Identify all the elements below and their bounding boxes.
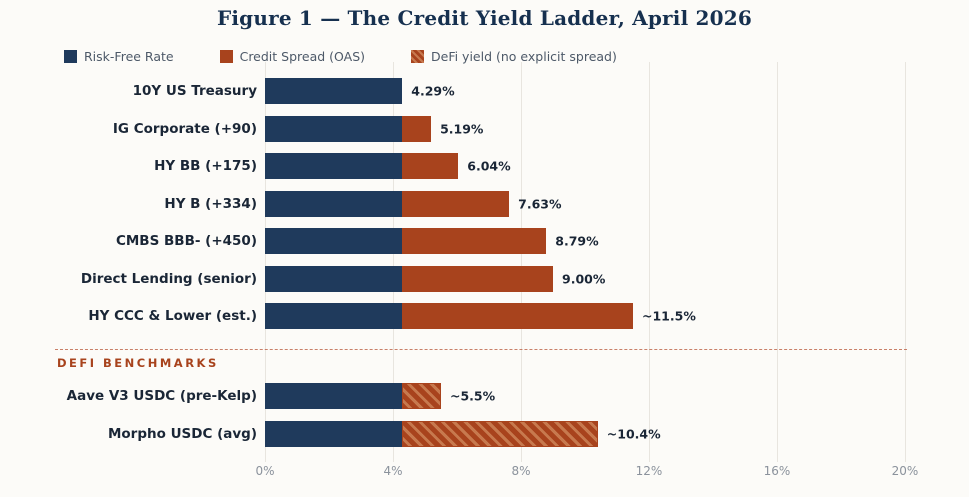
legend: Risk-Free Rate Credit Spread (OAS) DeFi yi…	[64, 49, 617, 64]
risk-free-segment	[265, 421, 403, 447]
gridline	[649, 62, 650, 462]
bar-value-label: 8.79%	[555, 233, 599, 249]
gridline	[777, 62, 778, 462]
bar-row: IG Corporate (+90) 5.19%	[113, 116, 905, 142]
defi-yield-segment	[402, 421, 598, 447]
bar-category-label: HY B (+334)	[164, 196, 257, 212]
bar-category-label: Direct Lending (senior)	[80, 271, 257, 287]
credit-spread-segment	[402, 153, 459, 179]
credit-spread-segment	[402, 303, 633, 329]
bar-value-label: ~11.5%	[642, 308, 696, 324]
bar-row: Morpho USDC (avg) ~10.4%	[108, 421, 905, 447]
risk-free-segment	[265, 78, 403, 104]
legend-item: DeFi yield (no explicit spread)	[411, 49, 617, 64]
bar-value-label: 9.00%	[562, 271, 606, 287]
legend-item: Credit Spread (OAS)	[219, 49, 366, 64]
bar-row: Direct Lending (senior) 9.00%	[81, 266, 905, 292]
risk-free-segment	[265, 191, 403, 217]
credit-spread-segment	[402, 191, 510, 217]
credit-spread-segment	[402, 116, 432, 142]
bar-category-label: IG Corporate (+90)	[112, 121, 257, 137]
gridline	[905, 62, 906, 462]
risk-free-segment	[265, 303, 403, 329]
x-tick-label: 20%	[891, 464, 919, 478]
bar-value-label: ~5.5%	[450, 388, 496, 404]
bar-row: HY B (+334) 7.63%	[164, 191, 905, 217]
chart-title: Figure 1 — The Credit Yield Ladder, Apri…	[216, 6, 753, 30]
bar-category-label: CMBS BBB- (+450)	[115, 233, 257, 249]
bar-category-label: Aave V3 USDC (pre-Kelp)	[66, 388, 257, 404]
bar-row: 10Y US Treasury 4.29%	[133, 78, 905, 104]
bar-row: HY CCC & Lower (est.) ~11.5%	[88, 303, 905, 329]
bar-row: Aave V3 USDC (pre-Kelp) ~5.5%	[67, 383, 905, 409]
risk-free-segment	[265, 153, 403, 179]
navy-solid-swatch-icon	[64, 50, 77, 63]
defi-yield-segment	[402, 383, 441, 409]
gridline	[265, 62, 266, 462]
bar-value-label: ~10.4%	[606, 426, 661, 442]
risk-free-segment	[265, 228, 403, 254]
bar-row: HY BB (+175) 6.04%	[154, 153, 905, 179]
x-tick-label: 16%	[763, 464, 791, 478]
bar-value-label: 7.63%	[518, 196, 562, 212]
credit-spread-segment	[402, 266, 553, 292]
bar-value-label: 4.29%	[411, 83, 455, 99]
x-tick-label: 4%	[383, 464, 403, 478]
risk-free-segment	[265, 266, 403, 292]
x-tick-label: 12%	[635, 464, 663, 478]
legend-label: Credit Spread (OAS)	[239, 49, 366, 64]
rust-hatched-swatch-icon	[411, 50, 425, 63]
risk-free-segment	[265, 383, 403, 409]
x-tick-label: 8%	[511, 464, 531, 478]
bar-value-label: 5.19%	[440, 121, 484, 137]
bar-category-label: 10Y US Treasury	[132, 83, 257, 99]
defi-separator-line	[55, 349, 907, 350]
bar-row: CMBS BBB- (+450) 8.79%	[116, 228, 905, 254]
rust-solid-swatch-icon	[219, 50, 233, 63]
gridline	[393, 62, 394, 462]
bar-value-label: 6.04%	[467, 158, 511, 174]
credit-spread-segment	[402, 228, 547, 254]
defi-benchmarks-label: DEFI BENCHMARKS	[57, 356, 219, 370]
x-tick-label: 0%	[255, 464, 275, 478]
risk-free-segment	[265, 116, 403, 142]
bar-category-label: HY BB (+175)	[154, 158, 257, 174]
bar-category-label: Morpho USDC (avg)	[107, 426, 257, 442]
legend-item: Risk-Free Rate	[64, 49, 174, 64]
legend-label: DeFi yield (no explicit spread)	[431, 49, 617, 64]
legend-label: Risk-Free Rate	[84, 49, 174, 64]
gridline	[521, 62, 522, 462]
bar-category-label: HY CCC & Lower (est.)	[88, 308, 257, 324]
